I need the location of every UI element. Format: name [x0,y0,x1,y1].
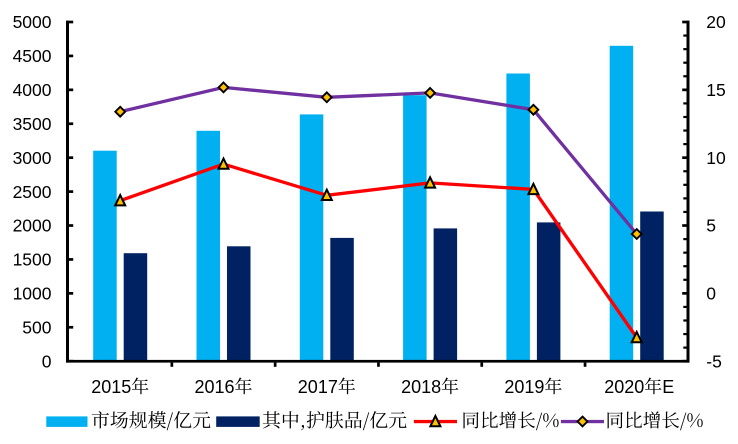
svg-text:2000: 2000 [13,216,52,236]
svg-text:15: 15 [706,80,725,100]
svg-text:2500: 2500 [13,182,52,202]
svg-text:3000: 3000 [13,148,52,168]
svg-text:500: 500 [22,318,51,338]
svg-text:0: 0 [42,351,52,371]
svg-text:5000: 5000 [13,12,52,32]
svg-text:2018: 2018 [401,377,441,397]
svg-text:4000: 4000 [13,80,52,100]
svg-text:1000: 1000 [13,284,52,304]
svg-text:2020: 2020 [604,377,644,397]
svg-text:E: E [662,377,674,397]
svg-text:1500: 1500 [13,250,52,270]
svg-text:4500: 4500 [13,46,52,66]
svg-text:20: 20 [706,12,726,32]
svg-text:10: 10 [706,148,726,168]
svg-text:-5: -5 [706,351,722,371]
svg-text:2016: 2016 [195,377,235,397]
svg-text:2015: 2015 [91,377,131,397]
svg-text:3500: 3500 [13,114,52,134]
svg-text:5: 5 [706,216,716,236]
svg-text:2017: 2017 [298,377,338,397]
svg-text:2019: 2019 [504,377,544,397]
svg-text:0: 0 [706,284,716,304]
